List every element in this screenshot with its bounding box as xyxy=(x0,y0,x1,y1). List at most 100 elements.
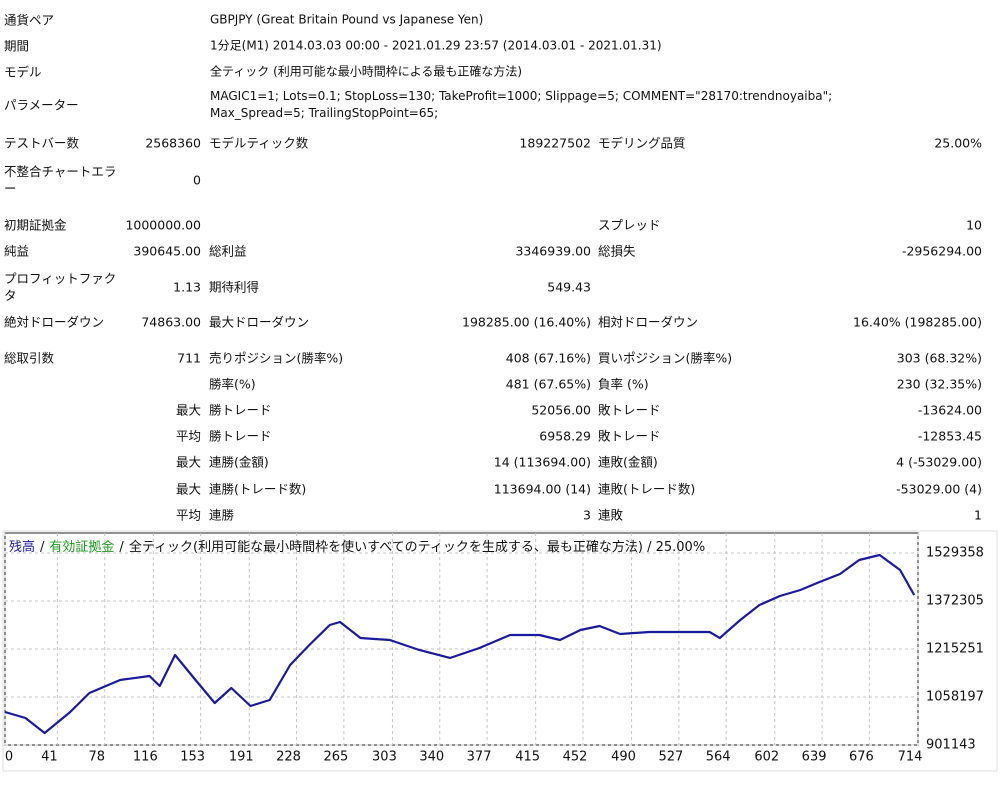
stat-value: -2956294.00 xyxy=(901,243,982,259)
info-value: 全ティック (利用可能な最小時間枠による最も正確な方法) xyxy=(210,64,523,79)
stat-value: -12853.45 xyxy=(917,428,982,444)
x-tick-label: 191 xyxy=(229,750,254,765)
x-tick-label: 265 xyxy=(323,750,348,765)
stat-value: 最大 xyxy=(175,481,201,497)
stat-value: 最大 xyxy=(175,454,201,470)
stat-value: 0 xyxy=(193,172,201,188)
stat-label: 純益 xyxy=(4,243,30,259)
stat-label: 連敗 xyxy=(598,507,624,523)
stat-label: 敗トレード xyxy=(598,428,661,444)
stat-label: 初期証拠金 xyxy=(4,217,67,233)
plot-area xyxy=(4,532,919,746)
x-tick-label: 41 xyxy=(41,750,58,765)
info-label: 期間 xyxy=(4,38,30,54)
stat-value: 3 xyxy=(583,507,591,523)
stat-value: 408 (67.16%) xyxy=(505,350,591,366)
stat-value: 25.00% xyxy=(934,135,982,151)
stat-label: 総利益 xyxy=(209,243,247,259)
stat-label: 最大ドローダウン xyxy=(209,314,310,330)
stat-value: 1 xyxy=(974,507,982,523)
info-label: モデル xyxy=(4,64,42,80)
stat-value: 10 xyxy=(966,217,982,233)
info-value: GBPJPY (Great Britain Pound vs Japanese … xyxy=(210,12,484,27)
stat-label: 勝トレード xyxy=(209,402,272,418)
x-tick-label: 564 xyxy=(706,750,731,765)
stat-value: 2568360 xyxy=(145,135,201,151)
stat-value: 189227502 xyxy=(519,135,591,151)
stat-label: 連敗(トレード数) xyxy=(598,481,696,497)
stat-value: 549.43 xyxy=(547,279,591,295)
x-tick-label: 340 xyxy=(419,750,444,765)
y-tick-label: 1529358 xyxy=(926,545,984,560)
legend-separator: / xyxy=(119,540,124,555)
stat-value: 14 (113694.00) xyxy=(493,454,591,470)
x-tick-label: 116 xyxy=(133,750,158,765)
stat-value: 16.40% (198285.00) xyxy=(853,314,982,330)
y-tick-label: 901143 xyxy=(926,738,976,753)
legend: 残高 / 有効証拠金 / 全ティック(利用可能な最小時間枠を使いすべてのティックを生成す… xyxy=(9,539,705,555)
stat-value: 52056.00 xyxy=(531,402,591,418)
chart: 901143 1058197 1215251 1372305 1529358 0 41 78 1… xyxy=(2,530,998,772)
stat-value: 113694.00 (14) xyxy=(493,481,591,497)
x-tick-label: 153 xyxy=(180,750,205,765)
stat-value: 481 (67.65%) xyxy=(505,376,591,392)
stat-value: -13624.00 xyxy=(917,402,982,418)
stat-label: 連勝 xyxy=(209,507,235,523)
stat-value: 198285.00 (16.40%) xyxy=(462,314,591,330)
x-tick-label: 490 xyxy=(611,750,636,765)
info-label: パラメーター xyxy=(4,97,79,113)
stat-value: 711 xyxy=(177,350,201,366)
stat-value: 74863.00 xyxy=(141,314,201,330)
x-tick-label: 78 xyxy=(88,750,105,765)
stat-label: 勝トレード xyxy=(209,428,272,444)
x-tick-label: 602 xyxy=(754,750,779,765)
stat-label: スプレッド xyxy=(598,217,661,233)
legend-entry: 残高 xyxy=(9,539,35,555)
stat-value: 230 (32.35%) xyxy=(896,376,982,392)
stat-label: 絶対ドローダウン xyxy=(4,314,105,330)
y-tick-label: 1215251 xyxy=(926,641,984,656)
stat-value: 303 (68.32%) xyxy=(896,350,982,366)
legend-separator: / xyxy=(40,540,45,555)
legend-caption: 全ティック(利用可能な最小時間枠を使いすべてのティックを生成する、最も正確な方法… xyxy=(129,539,705,555)
x-tick-label: 377 xyxy=(467,750,492,765)
stat-value: 1000000.00 xyxy=(125,217,201,233)
stat-label: 連勝(金額) xyxy=(209,454,269,470)
legend-entry: 有効証拠金 xyxy=(49,539,114,555)
x-tick-label: 452 xyxy=(563,750,588,765)
stat-label: モデルティック数 xyxy=(209,135,309,151)
stat-value: -53029.00 (4) xyxy=(896,481,982,497)
stat-value: 6958.29 xyxy=(539,428,591,444)
x-tick-label: 639 xyxy=(802,750,827,765)
x-tick-label: 527 xyxy=(658,750,683,765)
stat-value: 平均 xyxy=(175,428,201,444)
stat-label: 売りポジション(勝率%) xyxy=(209,350,344,366)
x-tick-label: 303 xyxy=(372,750,397,765)
x-tick-label: 0 xyxy=(5,750,13,765)
stat-label: 買いポジション(勝率%) xyxy=(598,350,733,366)
info-value: MAGIC1=1; Lots=0.1; StopLoss=130; TakePr… xyxy=(210,89,833,120)
stat-value: 1.13 xyxy=(173,279,201,295)
y-tick-label: 1058197 xyxy=(926,689,984,704)
stat-label: 不整合チャートエラー xyxy=(4,164,117,196)
stat-value: 3346939.00 xyxy=(515,243,591,259)
stat-label: 負率 (%) xyxy=(598,376,649,392)
stat-label: 総損失 xyxy=(598,243,636,259)
stat-label: 敗トレード xyxy=(598,402,661,418)
stat-label: モデリング品質 xyxy=(598,135,686,151)
stat-label: 期待利得 xyxy=(209,279,260,295)
stat-label: 連敗(金額) xyxy=(598,454,658,470)
stat-value: 390645.00 xyxy=(133,243,201,259)
stat-label: テストバー数 xyxy=(4,135,80,151)
stat-label: 総取引数 xyxy=(4,350,55,366)
x-tick-label: 415 xyxy=(515,750,540,765)
stat-label: 連勝(トレード数) xyxy=(209,481,307,497)
info-value: 1分足(M1) 2014.03.03 00:00 - 2021.01.29 23… xyxy=(210,38,662,53)
stat-label: プロフィットファクタ xyxy=(4,271,117,303)
stat-value: 最大 xyxy=(175,402,201,418)
x-tick-label: 228 xyxy=(276,750,301,765)
x-tick-label: 714 xyxy=(898,750,923,765)
stat-label: 勝率(%) xyxy=(209,376,256,392)
balance-line xyxy=(4,553,916,735)
